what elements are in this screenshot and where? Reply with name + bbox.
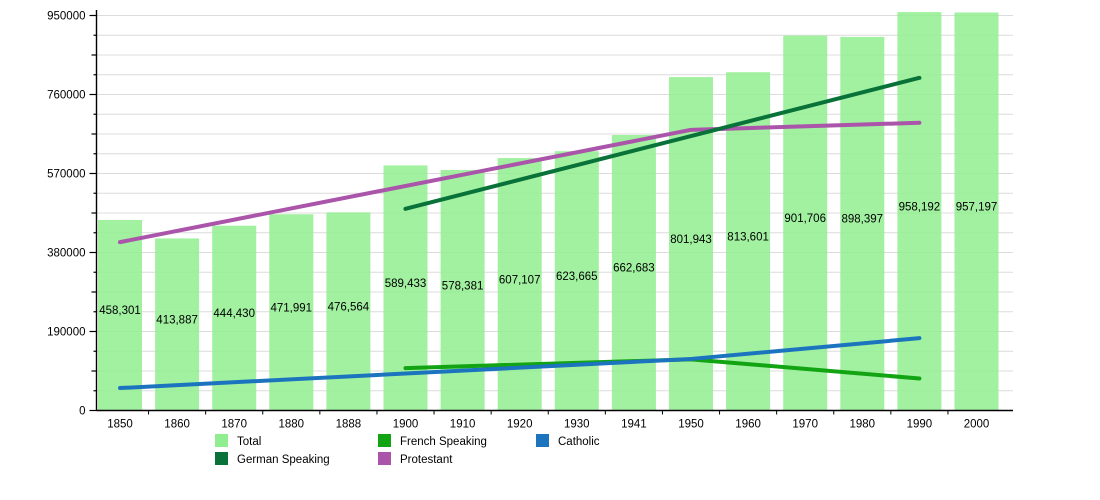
- legend-swatch-catholic: [536, 434, 549, 447]
- x-axis-label-1930: 1930: [564, 419, 590, 431]
- bar-value-label-1870: 444,430: [213, 308, 255, 320]
- y-axis-label-760000: 760000: [47, 90, 85, 102]
- legend-swatch-protestant: [378, 452, 391, 465]
- total-bar-1850: [98, 219, 142, 411]
- x-axis-label-1970: 1970: [792, 419, 818, 431]
- legend-item-total: Total: [215, 434, 261, 448]
- legend-label: Protestant: [400, 454, 453, 466]
- bar-value-label-1888: 476,564: [328, 301, 370, 313]
- y-axis-label-570000: 570000: [47, 169, 85, 181]
- x-axis-label-1990: 1990: [907, 419, 933, 431]
- x-axis-label-1888: 1888: [336, 419, 362, 431]
- legend-item-french-speaking: French Speaking: [378, 434, 487, 448]
- bar-value-label-1941: 662,683: [613, 263, 655, 275]
- line-protestant: [118, 120, 922, 245]
- legend-label: French Speaking: [400, 436, 487, 448]
- total-bar-1860: [155, 238, 200, 411]
- legend-item-protestant: Protestant: [378, 452, 453, 466]
- x-axis-label-1900: 1900: [393, 419, 419, 431]
- x-axis-label-1880: 1880: [279, 419, 305, 431]
- legend-label: Total: [237, 436, 261, 448]
- bar-value-label-1880: 471,991: [271, 302, 313, 314]
- bar-value-label-1990: 958,192: [899, 201, 941, 213]
- legend-swatch-german-speaking: [215, 452, 228, 465]
- x-axis-label-1860: 1860: [164, 419, 190, 431]
- bar-value-label-1980: 898,397: [842, 214, 884, 226]
- x-axis-label-1980: 1980: [850, 419, 876, 431]
- legend-swatch-french-speaking: [378, 434, 391, 447]
- legend-item-german-speaking: German Speaking: [215, 452, 330, 466]
- y-axis-label-950000: 950000: [47, 11, 85, 23]
- x-axis-label-1950: 1950: [678, 419, 704, 431]
- bar-value-label-1910: 578,381: [442, 280, 484, 292]
- x-axis-label-1910: 1910: [450, 419, 476, 431]
- line-catholic: [118, 336, 922, 391]
- x-axis-label-1920: 1920: [507, 419, 533, 431]
- x-axis-label-1870: 1870: [221, 419, 247, 431]
- legend-swatch-total: [215, 434, 228, 447]
- total-bar-2000: [954, 12, 999, 411]
- y-axis-label-0: 0: [79, 406, 85, 418]
- bar-value-label-1960: 813,601: [727, 231, 769, 243]
- bar-value-label-1930: 623,665: [556, 271, 598, 283]
- bar-value-label-1950: 801,943: [670, 234, 712, 246]
- x-axis-label-1960: 1960: [735, 419, 761, 431]
- y-axis-label-380000: 380000: [47, 248, 85, 260]
- legend-label: Catholic: [558, 436, 600, 448]
- x-axis-label-2000: 2000: [964, 419, 990, 431]
- line-german-speaking: [403, 75, 922, 211]
- legend-label: German Speaking: [237, 454, 330, 466]
- legend-item-catholic: Catholic: [536, 434, 600, 448]
- bar-value-label-2000: 957,197: [956, 202, 998, 214]
- bar-value-label-1850: 458,301: [99, 305, 141, 317]
- x-axis-label-1850: 1850: [107, 419, 133, 431]
- bar-value-label-1920: 607,107: [499, 274, 541, 286]
- total-bar-1980: [840, 36, 885, 411]
- bar-value-label-1970: 901,706: [784, 213, 826, 225]
- y-axis-label-190000: 190000: [47, 327, 85, 339]
- x-axis-label-1941: 1941: [621, 419, 647, 431]
- bar-value-label-1900: 589,433: [385, 278, 427, 290]
- bar-value-label-1860: 413,887: [156, 314, 198, 326]
